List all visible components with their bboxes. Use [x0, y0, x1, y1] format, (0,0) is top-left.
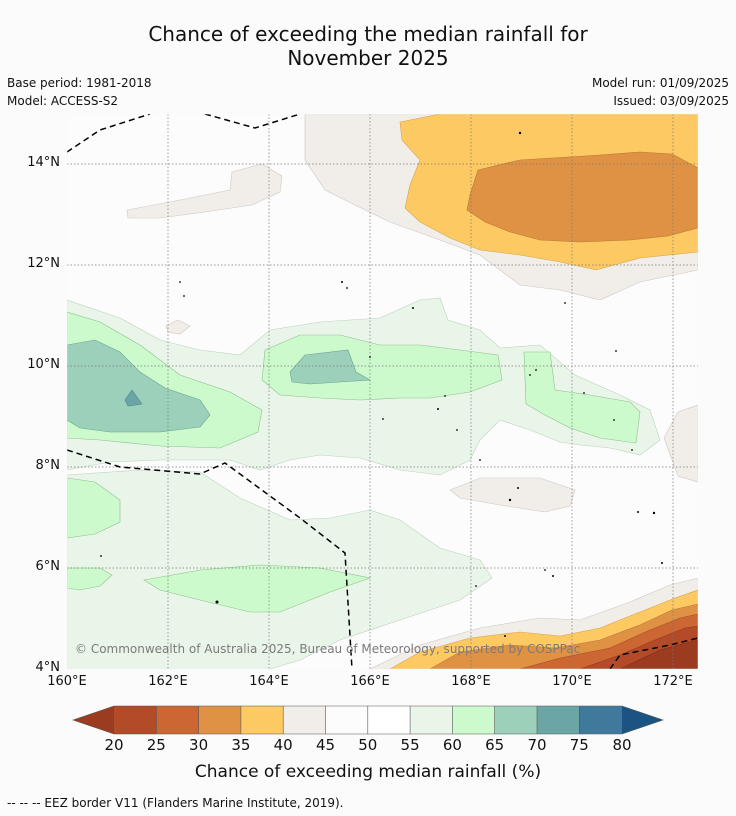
colorbar-bin: [156, 706, 199, 734]
lon-label-162e: 162°E: [148, 674, 188, 689]
eez-border: [67, 114, 698, 669]
base-period: Base period: 1981-2018: [7, 76, 152, 90]
model-name: Model: ACCESS-S2: [7, 94, 119, 108]
colorbar-tick: 45: [315, 736, 336, 754]
colorbar-bin: [537, 706, 580, 734]
lon-label-166e: 166°E: [350, 674, 390, 689]
region-40-45-mid: [449, 477, 576, 513]
lat-label-4n: 4°N: [35, 660, 61, 675]
colorbar-tick: 60: [442, 736, 462, 754]
lon-label-170e: 170°E: [552, 674, 592, 689]
region-60-65-east: [523, 351, 641, 444]
colorbar-bin: [410, 706, 453, 734]
colorbar-bin: [283, 706, 326, 734]
colorbar-bin: [198, 706, 241, 734]
colorbar-tick: 25: [146, 736, 166, 754]
eez-footnote: -- -- -- EEZ border V11 (Flanders Marine…: [7, 796, 344, 810]
colorbar-tick: 70: [527, 736, 547, 754]
lon-label-172e: 172°E: [653, 674, 693, 689]
model-run: Model run: 01/09/2025: [591, 76, 729, 90]
map-frame: [66, 113, 699, 670]
colorbar-tick: 80: [612, 736, 632, 754]
region-30-35-north: [466, 151, 698, 243]
colorbar-min-arrow: [73, 706, 114, 734]
title-line-1: Chance of exceeding the median rainfall …: [148, 22, 588, 46]
region-below-20-south: [619, 639, 698, 669]
region-40-45-east: [663, 404, 698, 483]
lon-label-164e: 164°E: [249, 674, 289, 689]
issued-date: Issued: 03/09/2025: [613, 94, 729, 108]
colorbar-tick: 20: [104, 736, 124, 754]
graticule: [67, 114, 698, 669]
title-line-2: November 2025: [287, 46, 449, 70]
map-title: Chance of exceeding the median rainfall …: [0, 22, 736, 70]
colorbar-bin: [494, 706, 537, 734]
lat-label-6n: 6°N: [35, 559, 61, 574]
colorbar-max-arrow: [622, 706, 663, 734]
meta-left: Base period: 1981-2018 Model: ACCESS-S2: [7, 74, 152, 110]
colorbar-bin: [114, 706, 157, 734]
region-70-75-west: [67, 339, 211, 433]
colorbar-bin: [579, 706, 622, 734]
lat-label-14n: 14°N: [27, 155, 60, 170]
lat-label-12n: 12°N: [27, 256, 60, 271]
region-60-65-southwest: [143, 564, 372, 613]
colorbar: [72, 705, 664, 735]
lon-label-160e: 160°E: [47, 674, 87, 689]
colorbar-tick: 75: [569, 736, 589, 754]
region-75-80-west: [124, 389, 143, 407]
colorbar-tick: 35: [231, 736, 251, 754]
lat-label-8n: 8°N: [35, 458, 61, 473]
region-40-45-small: [126, 163, 283, 219]
colorbar-tick: 40: [273, 736, 293, 754]
colorbar-title: Chance of exceeding median rainfall (%): [194, 762, 542, 782]
meta-right: Model run: 01/09/2025 Issued: 03/09/2025: [592, 74, 729, 110]
colorbar-tick: 65: [485, 736, 505, 754]
colorbar-tick: 50: [358, 736, 378, 754]
copyright-notice: © Commonwealth of Australia 2025, Bureau…: [75, 642, 580, 656]
colorbar-bin: [367, 706, 411, 734]
region-60-65-westedge: [67, 477, 121, 539]
colorbar-bin: [325, 706, 368, 734]
lat-label-10n: 10°N: [27, 357, 60, 372]
colorbar-bin: [240, 706, 284, 734]
colorbar-bin: [452, 706, 495, 734]
island-markers: [100, 131, 663, 637]
rainfall-map: [67, 114, 698, 669]
colorbar-tick: 30: [189, 736, 209, 754]
colorbar-tick: 55: [400, 736, 420, 754]
lon-label-168e: 168°E: [451, 674, 491, 689]
region-60-65-center: [261, 334, 503, 401]
